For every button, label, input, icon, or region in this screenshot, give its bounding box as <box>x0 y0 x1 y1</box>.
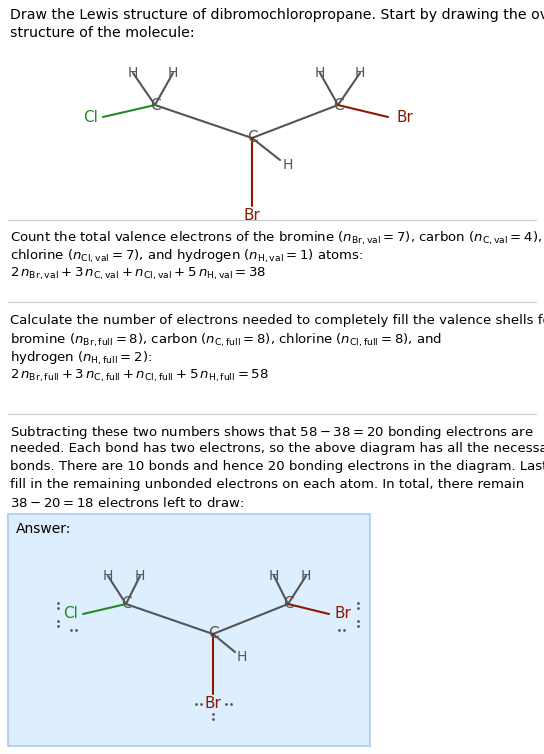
Text: needed. Each bond has two electrons, so the above diagram has all the necessary: needed. Each bond has two electrons, so … <box>10 442 544 455</box>
Text: Answer:: Answer: <box>16 522 71 536</box>
Text: fill in the remaining unbonded electrons on each atom. In total, there remain: fill in the remaining unbonded electrons… <box>10 478 524 491</box>
Text: Draw the Lewis structure of dibromochloropropane. Start by drawing the overall
s: Draw the Lewis structure of dibromochlor… <box>10 8 544 41</box>
Text: H: H <box>103 569 113 583</box>
Text: $38 - 20 = 18$ electrons left to draw:: $38 - 20 = 18$ electrons left to draw: <box>10 496 244 510</box>
Text: C: C <box>121 596 131 611</box>
Text: Br: Br <box>335 606 351 621</box>
Text: H: H <box>355 66 365 80</box>
Text: Calculate the number of electrons needed to completely fill the valence shells f: Calculate the number of electrons needed… <box>10 314 544 327</box>
Text: chlorine ($n_{\rm Cl,val} = 7$), and hydrogen ($n_{\rm H,val} = 1$) atoms:: chlorine ($n_{\rm Cl,val} = 7$), and hyd… <box>10 248 363 265</box>
Text: Br: Br <box>244 209 261 223</box>
Text: H: H <box>315 66 325 80</box>
Text: C: C <box>150 97 160 112</box>
Text: bonds. There are 10 bonds and hence 20 bonding electrons in the diagram. Lastly,: bonds. There are 10 bonds and hence 20 b… <box>10 460 544 473</box>
Text: Cl: Cl <box>64 606 78 621</box>
Text: H: H <box>283 158 293 172</box>
Text: C: C <box>283 596 293 611</box>
Text: H: H <box>135 569 145 583</box>
Text: H: H <box>128 66 138 80</box>
Text: Subtracting these two numbers shows that $58 - 38 = 20$ bonding electrons are: Subtracting these two numbers shows that… <box>10 424 534 441</box>
Text: C: C <box>208 627 218 642</box>
Text: $2\, n_{\rm Br,full} + 3\, n_{\rm C,full} + n_{\rm Cl,full} + 5\, n_{\rm H,full}: $2\, n_{\rm Br,full} + 3\, n_{\rm C,full… <box>10 368 269 385</box>
Text: Br: Br <box>205 697 221 712</box>
Text: $2\, n_{\rm Br,val} + 3\, n_{\rm C,val} + n_{\rm Cl,val} + 5\, n_{\rm H,val} = 3: $2\, n_{\rm Br,val} + 3\, n_{\rm C,val} … <box>10 266 267 283</box>
Text: C: C <box>333 97 343 112</box>
Text: Count the total valence electrons of the bromine ($n_{\rm Br,val} = 7$), carbon : Count the total valence electrons of the… <box>10 230 542 247</box>
Text: H: H <box>269 569 279 583</box>
Text: H: H <box>237 650 247 664</box>
Text: bromine ($n_{\rm Br,full} = 8$), carbon ($n_{\rm C,full} = 8$), chlorine ($n_{\r: bromine ($n_{\rm Br,full} = 8$), carbon … <box>10 332 442 349</box>
Text: C: C <box>246 130 257 146</box>
Text: H: H <box>301 569 311 583</box>
Text: H: H <box>168 66 178 80</box>
Text: hydrogen ($n_{\rm H,full} = 2$):: hydrogen ($n_{\rm H,full} = 2$): <box>10 350 152 367</box>
FancyBboxPatch shape <box>8 514 370 746</box>
Text: Cl: Cl <box>84 109 98 124</box>
Text: Br: Br <box>397 109 413 124</box>
